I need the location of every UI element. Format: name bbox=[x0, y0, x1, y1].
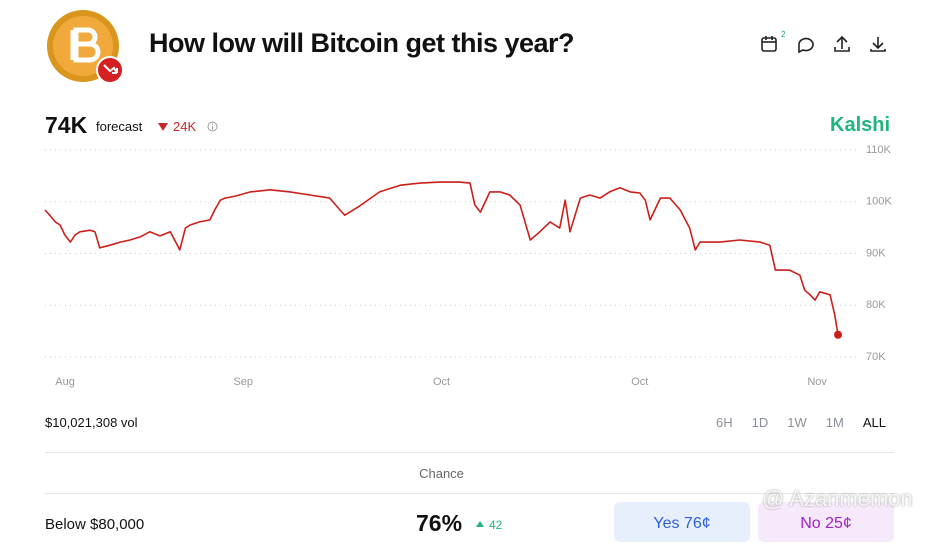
y-tick-label: 100K bbox=[866, 196, 892, 208]
forecast-value: 74K bbox=[45, 112, 88, 138]
info-icon[interactable] bbox=[207, 121, 218, 132]
share-button[interactable] bbox=[834, 35, 850, 52]
title: How low will Bitcoin get this year? bbox=[149, 28, 575, 58]
price-line bbox=[44, 181, 839, 335]
range-button[interactable]: 1M bbox=[825, 415, 844, 430]
download-button[interactable] bbox=[870, 37, 886, 52]
y-tick-label: 90K bbox=[866, 247, 886, 259]
x-tick-label: Aug bbox=[55, 376, 75, 388]
y-tick-label: 70K bbox=[866, 351, 886, 363]
y-tick-label: 80K bbox=[866, 299, 886, 311]
range-button[interactable]: 1D bbox=[751, 415, 769, 430]
yes-button[interactable]: Yes 76¢ bbox=[614, 502, 750, 542]
range-button[interactable]: 1W bbox=[787, 415, 807, 430]
divider bbox=[45, 493, 894, 494]
range-selector: 6H 1D 1W 1M ALL bbox=[716, 415, 886, 430]
x-tick-label: Sep bbox=[233, 376, 253, 388]
divider bbox=[45, 452, 894, 453]
page: How low will Bitcoin get this year? 2 74… bbox=[44, 10, 913, 542]
volume: $10,021,308 vol bbox=[45, 415, 138, 430]
market-chance: 76% bbox=[416, 510, 463, 536]
forecast-label: forecast bbox=[96, 119, 143, 134]
range-button[interactable]: 6H bbox=[716, 415, 733, 430]
forecast-change: 24K bbox=[173, 119, 197, 134]
y-tick-label: 110K bbox=[866, 144, 892, 156]
market-delta: 42 bbox=[489, 518, 503, 532]
x-tick-label: Nov bbox=[807, 376, 827, 388]
calendar-badge: 2 bbox=[781, 30, 786, 39]
range-button[interactable]: ALL bbox=[862, 415, 886, 430]
toolbar: 2 bbox=[761, 30, 886, 54]
chart: 70K 80K 90K 100K 110K Aug Sep Oct Oct Nov bbox=[44, 144, 892, 388]
brand: Kalshi bbox=[830, 114, 891, 136]
watermark: @ Azanmemon bbox=[762, 486, 913, 511]
chance-header: Chance bbox=[419, 466, 464, 481]
x-tick-label: Oct bbox=[631, 376, 648, 388]
up-arrow bbox=[476, 521, 484, 527]
market-label: Below $80,000 bbox=[45, 516, 145, 533]
calendar-button[interactable] bbox=[761, 36, 777, 52]
down-arrow bbox=[158, 123, 168, 131]
bitcoin-icon bbox=[47, 10, 124, 84]
comment-button[interactable] bbox=[798, 37, 814, 54]
x-tick-label: Oct bbox=[433, 376, 450, 388]
end-point bbox=[834, 330, 842, 339]
